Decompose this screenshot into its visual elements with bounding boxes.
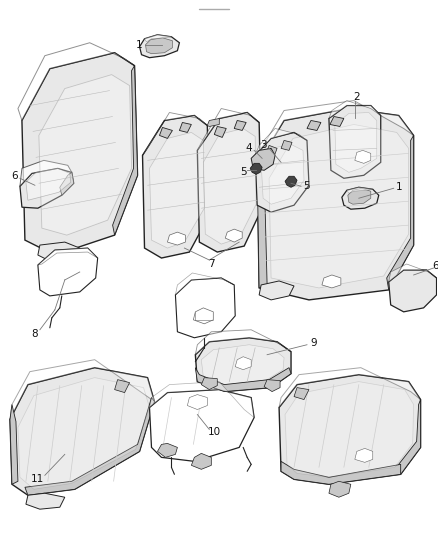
Polygon shape — [294, 387, 309, 400]
Polygon shape — [329, 101, 381, 118]
Polygon shape — [193, 308, 213, 324]
Polygon shape — [307, 120, 321, 131]
Text: 5: 5 — [240, 167, 247, 177]
Polygon shape — [187, 394, 207, 409]
Polygon shape — [201, 345, 284, 385]
Polygon shape — [195, 368, 291, 392]
Polygon shape — [399, 400, 420, 474]
Polygon shape — [201, 378, 217, 390]
Polygon shape — [175, 273, 234, 295]
Polygon shape — [38, 248, 98, 265]
Polygon shape — [175, 278, 235, 338]
Polygon shape — [149, 390, 254, 462]
Polygon shape — [203, 128, 256, 244]
Polygon shape — [20, 160, 72, 186]
Polygon shape — [214, 126, 226, 138]
Polygon shape — [20, 168, 74, 208]
Polygon shape — [26, 493, 65, 509]
Polygon shape — [195, 338, 291, 392]
Polygon shape — [264, 379, 280, 392]
Polygon shape — [342, 187, 379, 209]
Polygon shape — [257, 152, 267, 288]
Polygon shape — [10, 368, 155, 495]
Polygon shape — [207, 118, 219, 126]
Polygon shape — [387, 135, 413, 290]
Text: 1: 1 — [396, 182, 402, 192]
Polygon shape — [266, 146, 277, 156]
Polygon shape — [322, 275, 341, 288]
Polygon shape — [255, 132, 309, 212]
Polygon shape — [389, 264, 437, 282]
Polygon shape — [145, 35, 171, 42]
Polygon shape — [22, 53, 138, 255]
Polygon shape — [225, 229, 242, 242]
Text: 6: 6 — [12, 171, 18, 181]
Polygon shape — [348, 188, 371, 204]
Polygon shape — [158, 443, 177, 457]
Polygon shape — [257, 109, 413, 300]
Text: 1: 1 — [136, 40, 143, 50]
Polygon shape — [113, 66, 138, 235]
Polygon shape — [257, 101, 413, 165]
Text: 5: 5 — [304, 181, 310, 191]
Polygon shape — [180, 123, 191, 132]
Polygon shape — [355, 448, 373, 462]
Polygon shape — [195, 330, 291, 354]
Text: 2: 2 — [353, 92, 360, 102]
Text: 10: 10 — [208, 427, 221, 438]
Text: 6: 6 — [432, 261, 438, 271]
Polygon shape — [39, 75, 131, 235]
Polygon shape — [389, 270, 437, 312]
Polygon shape — [18, 378, 149, 489]
Polygon shape — [167, 232, 185, 245]
Polygon shape — [18, 43, 134, 120]
Polygon shape — [38, 242, 80, 262]
Polygon shape — [285, 382, 413, 477]
Polygon shape — [347, 187, 373, 193]
Polygon shape — [281, 462, 401, 484]
Polygon shape — [10, 360, 155, 419]
Polygon shape — [255, 128, 307, 155]
Polygon shape — [329, 481, 351, 497]
Text: 11: 11 — [31, 474, 45, 484]
Polygon shape — [25, 398, 155, 495]
Polygon shape — [235, 357, 251, 370]
Polygon shape — [281, 140, 292, 150]
Polygon shape — [279, 375, 420, 484]
Polygon shape — [335, 112, 377, 172]
Polygon shape — [142, 112, 207, 155]
Text: 4: 4 — [246, 143, 252, 154]
Polygon shape — [330, 117, 344, 126]
Polygon shape — [198, 109, 259, 150]
Polygon shape — [140, 35, 180, 58]
Polygon shape — [142, 116, 209, 258]
Polygon shape — [191, 454, 211, 470]
Polygon shape — [269, 125, 409, 288]
Polygon shape — [198, 112, 261, 252]
Text: 3: 3 — [260, 140, 266, 150]
Polygon shape — [159, 127, 173, 139]
Polygon shape — [250, 163, 262, 174]
Text: 8: 8 — [32, 329, 38, 339]
Polygon shape — [279, 368, 420, 408]
Text: 9: 9 — [311, 338, 317, 348]
Polygon shape — [234, 120, 246, 131]
Text: 7: 7 — [208, 259, 215, 269]
Polygon shape — [355, 150, 371, 163]
Polygon shape — [149, 382, 254, 417]
Polygon shape — [251, 148, 275, 171]
Polygon shape — [261, 144, 304, 204]
Polygon shape — [285, 176, 297, 187]
Polygon shape — [10, 405, 18, 484]
Polygon shape — [145, 38, 173, 54]
Polygon shape — [38, 248, 98, 296]
Polygon shape — [115, 379, 130, 393]
Polygon shape — [259, 281, 294, 300]
Polygon shape — [329, 106, 381, 179]
Polygon shape — [60, 172, 74, 195]
Polygon shape — [26, 168, 71, 200]
Polygon shape — [149, 132, 204, 248]
